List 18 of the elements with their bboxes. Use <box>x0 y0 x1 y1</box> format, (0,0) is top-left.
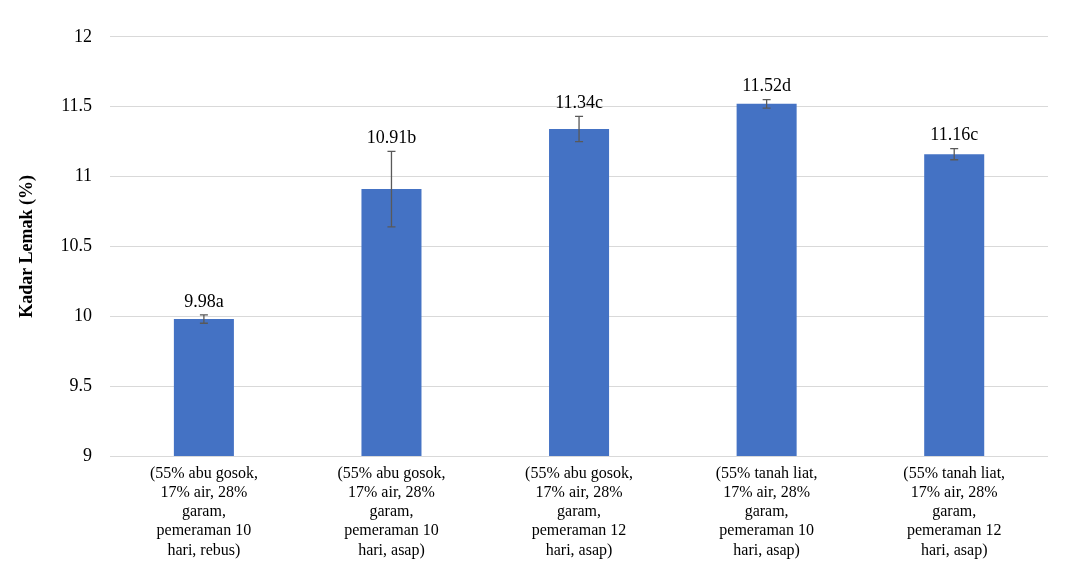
data-label: 11.34c <box>555 92 603 113</box>
x-tick-label: (55% abu gosok, 17% air, 28% garam, pemeraman 10 hari, rebus) <box>149 463 258 559</box>
x-tick-label: (55% tanah liat, 17% air, 28% garam, pemeraman 12 hari, asap) <box>903 463 1006 559</box>
data-label: 9.98a <box>184 290 224 311</box>
data-label: 11.52d <box>742 75 792 96</box>
x-tick-label: (55% abu gosok, 17% air, 28% garam, pemeraman 10 hari, asap) <box>337 463 446 559</box>
y-tick-label: 10 <box>74 305 93 325</box>
y-tick-label: 11.5 <box>61 95 93 116</box>
data-label: 11.16c <box>930 124 979 145</box>
y-tick-label: 10.5 <box>60 235 93 256</box>
y-tick-label: 9.5 <box>69 374 93 395</box>
y-tick-label: 11 <box>74 165 93 186</box>
x-tick-label: (55% tanah liat, 17% air, 28% garam, pemeraman 10 hari, asap) <box>715 463 818 559</box>
x-tick-label: (55% abu gosok, 17% air, 28% garam, pemeraman 12 hari, asap) <box>525 463 634 559</box>
y-axis-title: Kadar Lemak (%) <box>16 175 38 318</box>
y-tick-label: 12 <box>74 25 93 46</box>
y-tick-label: 9 <box>83 444 93 465</box>
data-label: 10.91b <box>366 127 417 148</box>
